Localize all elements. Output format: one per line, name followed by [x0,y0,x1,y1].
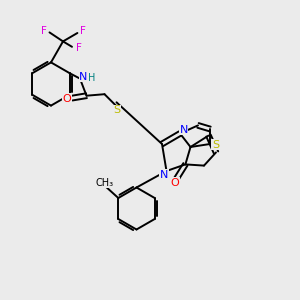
Text: O: O [170,178,179,188]
Text: N: N [179,125,188,135]
Text: S: S [113,105,120,115]
Text: F: F [76,43,82,53]
Text: H: H [88,73,95,83]
Text: O: O [62,94,71,104]
Text: N: N [160,169,168,180]
Text: S: S [212,140,219,150]
Text: CH₃: CH₃ [95,178,114,188]
Text: F: F [41,26,47,36]
Text: N: N [79,72,88,82]
Text: F: F [80,26,86,37]
